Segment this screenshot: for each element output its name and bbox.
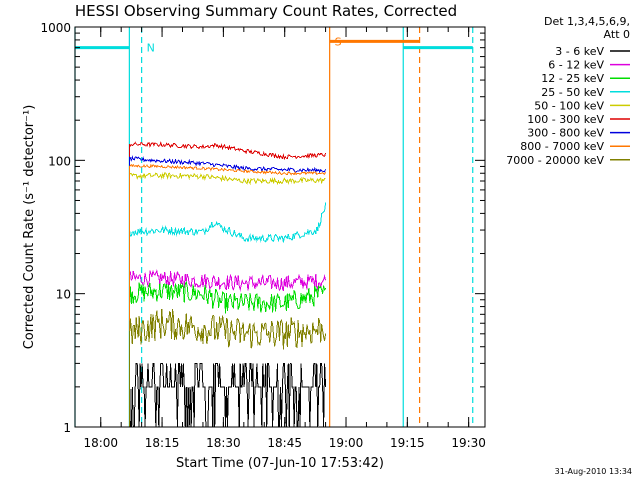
x-tick-label: 18:15 [145,436,180,450]
legend-entry-label: 50 - 100 keV [534,99,604,112]
series-line [128,141,327,427]
x-tick-label: 19:15 [390,436,425,450]
legend-entry-label: 25 - 50 keV [541,86,604,99]
legend-entry-label: 300 - 800 keV [527,127,604,140]
plot-frame [74,26,486,428]
y-tick-label: 1 [63,421,71,435]
series-line [128,268,327,427]
series-line [128,280,327,427]
y-tick-label: 100 [48,154,71,168]
legend-entry-label: 800 - 7000 keV [520,140,604,153]
y-axis-label: Corrected Count Rate (s⁻¹ detector⁻¹) [22,105,37,350]
axes: 1 10 100 1000 18:00 18:15 18:30 18:45 19:00 19:15… [40,21,485,450]
legend-entry-label: 12 - 25 keV [541,72,604,85]
series-line [128,308,327,427]
footer-timestamp: 31-Aug-2010 13:34 [555,467,632,476]
x-tick-label: 19:30 [451,436,486,450]
series-line [128,155,327,427]
x-axis-label: Start Time (07-Jun-10 17:53:42) [176,456,384,471]
legend-entry-label: 6 - 12 keV [548,59,604,72]
orbit-annotation: N [147,42,155,55]
series-line [128,202,327,427]
chart-title: HESSI Observing Summary Count Rates, Cor… [75,2,457,20]
legend-entry-label: 7000 - 20000 keV [506,154,604,167]
legend-entry-label: 3 - 6 keV [555,45,604,58]
legend-entry-label: 100 - 300 keV [527,113,604,126]
x-tick-label: 19:00 [329,436,364,450]
legend-title-line1: Det 1,3,4,5,6,9, [544,15,630,28]
x-tick-label: 18:00 [83,436,118,450]
orbit-annotation: S [335,35,342,48]
legend-title-line2: Att 0 [604,28,630,41]
series-line [128,362,327,428]
x-tick-label: 18:30 [206,436,241,450]
y-tick-label: 10 [56,288,71,302]
series-line [128,172,326,427]
x-tick-label: 18:45 [267,436,302,450]
series-line [128,163,327,427]
y-tick-label: 1000 [40,21,71,35]
